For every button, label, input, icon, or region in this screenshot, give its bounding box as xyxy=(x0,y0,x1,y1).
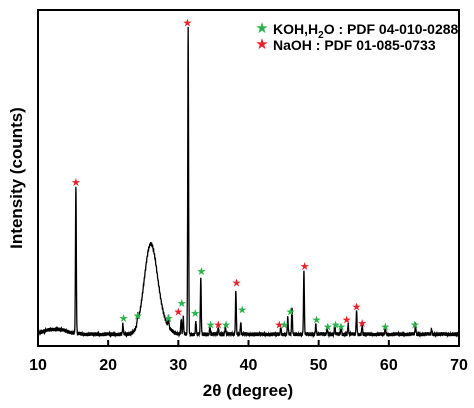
x-tick-label: 10 xyxy=(29,357,47,374)
x-tick-label: 20 xyxy=(99,357,117,374)
koh-star-marker: ★ xyxy=(323,321,333,333)
y-axis-title: Intensity (counts) xyxy=(7,107,26,249)
x-tick-label: 30 xyxy=(169,357,187,374)
koh-star-marker: ★ xyxy=(331,320,341,332)
plot-area xyxy=(37,26,460,339)
plot-frame xyxy=(37,9,460,347)
x-axis-title: 2θ (degree) xyxy=(203,381,293,400)
koh-star-marker: ★ xyxy=(312,315,322,327)
legend-label-koh-part2: O : PDF 04-010-0288 xyxy=(324,21,459,37)
naoh-star-marker: ★ xyxy=(213,320,223,332)
koh-star-marker: ★ xyxy=(221,320,231,332)
x-tick-label: 60 xyxy=(380,357,398,374)
star-markers: ★★ ★ ★★★★★★★★★★★★★★★★★★★★★★ ★ ★ xyxy=(71,17,420,333)
x-tick-label: 40 xyxy=(240,357,258,374)
koh-star-marker: ★ xyxy=(279,320,289,332)
legend-label-koh: KOH,H2O : PDF 04-010-0288 xyxy=(273,21,459,41)
koh-star-marker: ★ xyxy=(206,320,216,332)
x-tick-label: 50 xyxy=(310,357,328,374)
koh-star-marker: ★ xyxy=(164,313,174,325)
x-tick-label: 70 xyxy=(450,357,468,374)
koh-star-marker: ★ xyxy=(237,305,247,317)
koh-star-marker: ★ xyxy=(410,320,420,332)
x-axis: 10 20 30 40 50 60 70 xyxy=(29,340,468,374)
koh-star-marker: ★ xyxy=(286,306,296,318)
naoh-star-marker: ★ xyxy=(342,315,352,327)
naoh-star-marker: ★ xyxy=(183,17,193,29)
koh-star-marker: ★ xyxy=(336,321,346,333)
naoh-star-marker: ★ xyxy=(300,261,310,273)
koh-star-marker: ★ xyxy=(190,308,200,320)
koh-star-marker: ★ xyxy=(177,298,187,310)
naoh-star-marker: ★ xyxy=(357,318,367,330)
koh-star-marker: ★ xyxy=(119,313,129,325)
koh-star-marker: ★ xyxy=(133,310,143,322)
legend-label-koh-part1: KOH,H xyxy=(273,21,318,37)
naoh-star-marker: ★ xyxy=(173,306,183,318)
legend-marker-naoh: ★ xyxy=(255,36,268,53)
naoh-star-marker: ★ xyxy=(232,278,242,290)
naoh-star-marker: ★ xyxy=(274,320,284,332)
legend-label-koh-subscript: 2 xyxy=(318,30,324,41)
legend-marker-koh: ★ xyxy=(255,20,268,37)
koh-star-marker: ★ xyxy=(197,266,207,278)
legend: ★ KOH,H2O : PDF 04-010-0288 ★ NaOH : PDF… xyxy=(255,20,458,53)
naoh-star-marker: ★ xyxy=(352,301,362,313)
xrd-pattern-line xyxy=(37,26,460,339)
legend-label-naoh: NaOH : PDF 01-085-0733 xyxy=(273,37,436,53)
naoh-star-marker: ★ xyxy=(71,177,81,189)
koh-star-marker: ★ xyxy=(380,321,390,333)
